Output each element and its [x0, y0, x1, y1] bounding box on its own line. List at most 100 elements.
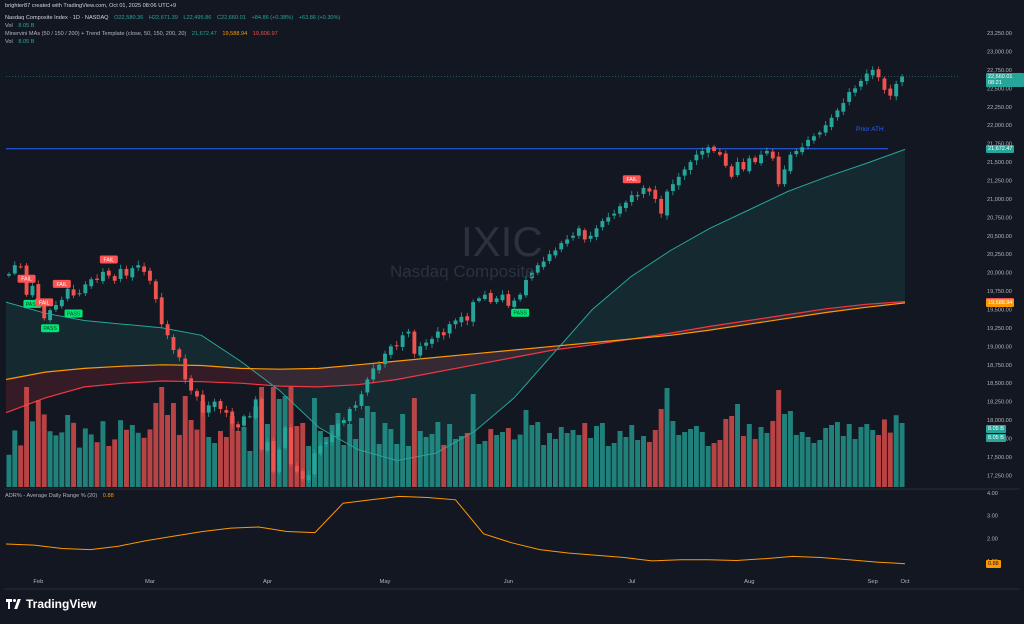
volume-legend[interactable]: Vol 8.05 B — [5, 23, 39, 30]
candle-body — [89, 279, 94, 287]
candle-body — [48, 310, 53, 321]
candle-body — [371, 368, 376, 380]
adr-legend[interactable]: ADR% - Average Daily Range % (20) 0.88 — [5, 493, 118, 500]
candle-body — [283, 427, 288, 448]
volume-bar — [852, 439, 858, 487]
volume-bar — [382, 423, 388, 487]
candle-body — [800, 147, 805, 153]
pass-signal-badge — [511, 308, 530, 317]
volume-bar — [864, 424, 870, 487]
volume-bar — [558, 427, 564, 487]
y-tick-label: 19,000.00 — [987, 344, 1012, 350]
candle-body — [788, 154, 793, 172]
volume-bar — [699, 432, 705, 487]
volume-bar — [746, 424, 752, 487]
y-tick-label: 18,750.00 — [987, 363, 1012, 369]
candle-body — [864, 73, 869, 81]
candle-body — [253, 399, 258, 419]
candle-body — [858, 80, 863, 87]
volume-bar — [740, 436, 746, 487]
ma200-line — [5, 301, 906, 414]
volume-bar — [24, 387, 30, 487]
volume-bar — [129, 425, 135, 487]
volume-bar — [652, 430, 658, 487]
volume-bar — [400, 414, 406, 487]
symbol-legend[interactable]: Nasdaq Composite Index · 1D · NASDAQ O22… — [5, 15, 344, 22]
volume-bar — [805, 437, 811, 487]
x-tick-label: Apr — [263, 579, 272, 585]
candle-body — [195, 391, 199, 397]
ma-legend[interactable]: Minervini MAs (50 / 150 / 200) + Trend T… — [5, 31, 282, 38]
candle-body — [341, 420, 346, 424]
volume-bar — [353, 439, 359, 487]
volume-bar — [576, 435, 582, 487]
volume-bar — [188, 420, 194, 487]
volume-bar — [159, 387, 165, 487]
volume-bar — [829, 425, 835, 487]
volume-bar — [270, 387, 276, 487]
volume-bar — [664, 388, 670, 487]
candle-body — [882, 78, 887, 90]
y-tick-label: 19,500.00 — [987, 307, 1012, 313]
candle-body — [682, 169, 687, 176]
price-axis-label: 19,588.94 — [986, 298, 1015, 307]
volume-bar — [840, 436, 846, 487]
volume-bar — [676, 435, 682, 487]
volume-legend-2[interactable]: Vol 8.05 B — [5, 39, 39, 46]
volume-bar — [253, 406, 259, 487]
volume-bar — [858, 427, 864, 487]
candle-body — [412, 331, 417, 354]
x-tick-label: Jun — [504, 579, 513, 585]
y-tick-label: 17,500.00 — [987, 455, 1012, 461]
candle-body — [488, 292, 493, 303]
adr-line — [5, 495, 906, 565]
candle-body — [870, 69, 875, 76]
volume-bar — [535, 422, 541, 487]
candle-body — [106, 270, 111, 276]
watermark-ticker: IXIC — [461, 218, 543, 265]
volume-bar — [588, 438, 594, 487]
volume-bar — [799, 432, 805, 487]
candle-body — [259, 398, 264, 450]
volume-bar — [529, 425, 535, 487]
volume-bar — [265, 424, 270, 487]
candle-body — [42, 302, 47, 319]
candle-body — [218, 401, 223, 409]
volume-bar — [500, 432, 505, 487]
volume-bar — [235, 431, 241, 487]
volume-bar — [435, 422, 441, 487]
adr-y-tick-label: 3.00 — [987, 514, 998, 520]
candle-body — [853, 88, 857, 93]
candle-body — [95, 278, 100, 280]
candle-body — [324, 442, 329, 445]
candle-body — [224, 410, 229, 413]
candle-body — [83, 284, 88, 294]
volume-bar — [118, 420, 124, 487]
volume-bar — [212, 443, 218, 487]
candle-body — [318, 445, 323, 454]
candle-body — [312, 453, 317, 475]
candle-body — [359, 394, 364, 406]
candle-body — [18, 266, 23, 268]
volume-bar — [793, 435, 799, 487]
x-tick-label: Aug — [744, 579, 754, 585]
volume-bar — [329, 425, 335, 487]
candle-body — [529, 272, 534, 279]
volume-bar — [570, 430, 576, 487]
candle-body — [729, 166, 734, 177]
candle-body — [588, 235, 593, 239]
tradingview-brand[interactable]: TradingView — [6, 597, 96, 611]
volume-bar — [729, 416, 735, 487]
candle-body — [641, 187, 646, 195]
price-axis-label: 22,660.01 08:21 — [986, 72, 1024, 87]
pass-signal-badge — [41, 324, 60, 333]
ma150-line — [5, 302, 906, 381]
adr-legend-label: ADR% - Average Daily Range % (20) — [5, 493, 98, 499]
y-tick-label: 18,000.00 — [987, 418, 1012, 424]
candle-body — [459, 316, 464, 323]
tradingview-logo-icon — [6, 599, 22, 609]
candle-body — [236, 424, 241, 428]
candle-body — [242, 416, 246, 426]
